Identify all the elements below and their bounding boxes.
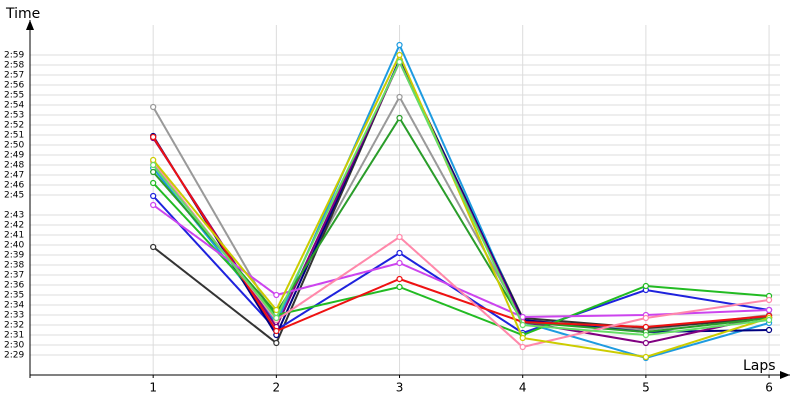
y-tick-label: 2:56 — [4, 81, 24, 91]
series-line — [152, 52, 770, 359]
y-tick-label: 2:36 — [4, 281, 24, 291]
point — [765, 326, 773, 334]
point — [519, 343, 526, 351]
lines — [150, 41, 773, 362]
point — [519, 313, 526, 321]
point — [642, 323, 649, 331]
point — [519, 321, 526, 329]
point — [519, 334, 526, 342]
point — [150, 133, 157, 141]
point — [396, 275, 403, 283]
y-tick-label: 2:59 — [4, 51, 24, 61]
y-tick-label: 2:51 — [4, 131, 24, 141]
point — [642, 339, 649, 347]
y-arrow — [26, 20, 34, 30]
y-tick-label: 2:58 — [4, 61, 24, 71]
y-tick-label: 2:35 — [4, 291, 24, 301]
point — [396, 58, 403, 66]
y-tick-label: 2:29 — [4, 351, 24, 361]
point — [396, 93, 403, 101]
y-tick-label: 2:46 — [4, 181, 24, 191]
y-tick-label: 2:53 — [4, 111, 24, 121]
x-tick-label: 5 — [642, 381, 650, 395]
point — [396, 283, 403, 291]
point — [765, 316, 773, 324]
y-tick-label: 2:55 — [4, 91, 24, 101]
point — [642, 353, 649, 361]
point — [273, 339, 280, 347]
point — [150, 179, 157, 187]
point — [396, 259, 403, 267]
y-tick-label: 2:40 — [4, 241, 24, 251]
point — [273, 306, 280, 314]
y-tick-label: 2:30 — [4, 341, 24, 351]
series-line — [152, 116, 770, 334]
x-arrow — [780, 371, 790, 379]
x-tick-label: 3 — [396, 381, 404, 395]
point — [150, 192, 157, 200]
point — [273, 314, 280, 322]
y-tick-label: 2:43 — [4, 211, 24, 221]
series-line — [152, 136, 770, 333]
y-tick-label: 2:34 — [4, 301, 24, 311]
y-tick-label: 2:39 — [4, 251, 24, 261]
point — [642, 331, 649, 339]
y-tick-label: 2:49 — [4, 151, 24, 161]
y-tick-label: 2:48 — [4, 161, 24, 171]
point — [396, 249, 403, 257]
point — [273, 291, 280, 299]
y-tick-label: 2:31 — [4, 331, 24, 341]
y-tick-label: 2:50 — [4, 141, 24, 151]
y-tick-label: 2:32 — [4, 321, 24, 331]
y-tick-label: 2:57 — [4, 71, 24, 81]
y-axis-title: Time — [5, 6, 40, 22]
point — [765, 296, 773, 304]
series-line — [152, 182, 770, 337]
point — [396, 51, 403, 59]
y-tick-label: 2:41 — [4, 231, 24, 241]
x-axis-title: Laps — [743, 358, 776, 374]
y-tick-label: 2:54 — [4, 101, 24, 111]
point — [273, 327, 280, 335]
point — [150, 103, 157, 111]
y-tick-label: 2:37 — [4, 271, 24, 281]
point — [150, 243, 157, 251]
y-tick-label: 2:38 — [4, 261, 24, 271]
point — [396, 233, 403, 241]
y-tick-label: 2:42 — [4, 221, 24, 231]
point — [150, 168, 157, 176]
y-tick-label: 2:45 — [4, 191, 24, 201]
point — [642, 282, 649, 290]
y-tick-label: 2:33 — [4, 311, 24, 321]
point — [396, 41, 403, 49]
grid — [30, 25, 780, 375]
y-tick-label: 2:47 — [4, 171, 24, 181]
x-tick-label: 1 — [149, 381, 157, 395]
point — [150, 161, 157, 169]
y-tick-label: 2:52 — [4, 121, 24, 131]
x-tick-label: 6 — [765, 381, 773, 395]
x-tick-label: 2 — [273, 381, 281, 395]
x-tick-label: 4 — [519, 381, 527, 395]
point — [396, 114, 403, 122]
point — [150, 201, 157, 209]
point — [642, 314, 649, 322]
point — [765, 306, 773, 314]
series-line — [152, 59, 770, 337]
point — [150, 156, 157, 164]
